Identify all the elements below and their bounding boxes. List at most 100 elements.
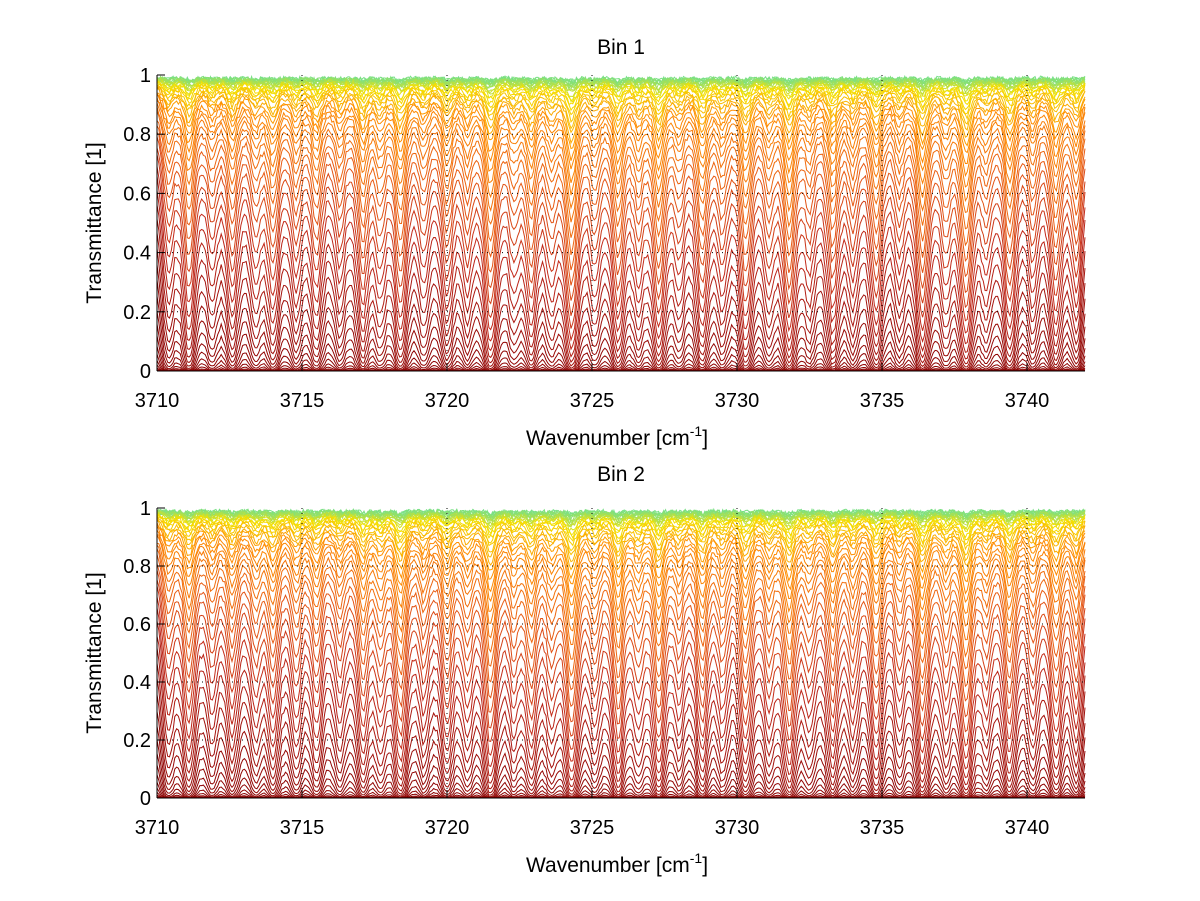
transmittance-curve (156, 579, 1086, 737)
transmittance-curve (156, 94, 1086, 161)
x-tick-label: 3715 (280, 817, 325, 839)
transmittance-curve (156, 519, 1086, 563)
subplot-bin-2: Bin 2 3710 3715 3720 3725 3730 3735 3740 00.20… (83, 463, 1086, 877)
transmittance-curve (156, 509, 1086, 523)
transmittance-curve (156, 620, 1086, 781)
x-tick-label: 3730 (715, 817, 760, 839)
transmittance-curve (156, 534, 1086, 620)
transmittance-curve (156, 585, 1086, 750)
transmittance-curve (156, 279, 1086, 372)
x-tick-label: 3710 (135, 817, 180, 839)
transmittance-curve (156, 534, 1086, 632)
x-tick-labels: 3710 3715 3720 3725 3730 3735 3740 (135, 390, 1050, 412)
transmittance-curve (156, 663, 1086, 795)
y-tick-labels: 0 0.2 0.4 0.6 0.8 1 (123, 498, 151, 810)
transmittance-curve (156, 248, 1086, 371)
transmittance-curve (156, 218, 1086, 367)
transmittance-curve (156, 544, 1086, 660)
transmittance-curve (156, 86, 1086, 145)
transmittance-curve (156, 563, 1086, 708)
y-tick-label: 0.2 (123, 730, 151, 752)
transmittance-curve (156, 264, 1086, 372)
transmittance-curve (156, 523, 1086, 585)
y-tick-label: 0 (140, 361, 151, 383)
transmittance-curve (156, 519, 1086, 571)
axes (156, 507, 1085, 799)
y-tick-label: 0.8 (123, 124, 151, 146)
transmittance-curve (156, 636, 1086, 788)
transmittance-curve (156, 514, 1086, 542)
transmittance-curve (156, 607, 1086, 772)
x-tick-label: 3715 (280, 390, 325, 412)
transmittance-curve (156, 136, 1086, 301)
transmittance-curve (156, 81, 1086, 106)
transmittance-curve (156, 110, 1086, 238)
grid (157, 508, 1085, 798)
transmittance-curve (156, 513, 1086, 533)
transmittance-curve (156, 516, 1086, 556)
x-axis-label: Wavenumber [cm-1] (526, 850, 708, 877)
transmittance-curve (156, 154, 1086, 329)
y-tick-label: 0.6 (123, 183, 151, 205)
x-tick-label: 3720 (425, 817, 470, 839)
transmittance-curve (156, 554, 1086, 691)
transmittance-curve (156, 190, 1086, 358)
transmittance-curve (156, 596, 1086, 762)
transmittance-curve (156, 80, 1086, 103)
transmittance-curve (156, 75, 1086, 86)
transmittance-curve (156, 647, 1086, 792)
transmittance-curve (156, 522, 1086, 580)
transmittance-curve (156, 125, 1086, 271)
transmittance-curve (156, 147, 1086, 316)
subplot-bin-1: Bin 1 3710 3715 3720 3725 3730 3735 3740 00.20… (83, 36, 1086, 450)
y-tick-label: 0.8 (123, 556, 151, 578)
x-tick-label: 3740 (1005, 390, 1050, 412)
y-axis-label: Transmittance [1] (83, 572, 106, 733)
y-tick-label: 0.4 (123, 672, 151, 694)
y-tick-label: 1 (140, 65, 151, 87)
axes (156, 74, 1085, 372)
x-tick-labels: 3710 3715 3720 3725 3730 3735 3740 (135, 817, 1050, 839)
transmittance-curve (156, 120, 1086, 256)
transmittance-curve (156, 711, 1086, 799)
y-tick-label: 0 (140, 788, 151, 810)
x-tick-label: 3735 (860, 817, 905, 839)
transmittance-curve (156, 525, 1086, 599)
transmittance-curve (156, 232, 1086, 369)
transmittance-curve (156, 512, 1086, 539)
x-tick-label: 3735 (860, 390, 905, 412)
transmittance-curve (156, 166, 1086, 342)
y-tick-label: 1 (140, 498, 151, 520)
transmittance-curve (156, 77, 1086, 98)
y-tick-labels: 0 0.2 0.4 0.6 0.8 1 (123, 65, 151, 383)
transmittance-curve (156, 85, 1086, 130)
plot-title: Bin 1 (597, 36, 645, 59)
y-axis-label: Transmittance [1] (83, 142, 106, 303)
transmittance-curve (156, 176, 1086, 351)
transmittance-curve (156, 97, 1086, 183)
transmittance-curve (156, 102, 1086, 210)
x-tick-label: 3740 (1005, 817, 1050, 839)
transmittance-curve (156, 548, 1086, 677)
transmittance-curve (156, 132, 1086, 286)
y-tick-label: 0.4 (123, 243, 151, 265)
x-tick-label: 3725 (570, 817, 615, 839)
transmittance-curve (156, 93, 1086, 170)
transmittance-curve (157, 543, 1086, 646)
x-axis-label: Wavenumber [cm-1] (526, 423, 708, 450)
y-tick-label: 0.6 (123, 614, 151, 636)
transmittance-curve (156, 85, 1086, 134)
x-tick-label: 3710 (135, 390, 180, 412)
series-group (156, 507, 1086, 799)
x-tick-label: 3725 (570, 390, 615, 412)
transmittance-curve (156, 678, 1086, 797)
series-group (156, 74, 1086, 372)
transmittance-curve (156, 570, 1086, 723)
y-tick-label: 0.2 (123, 302, 151, 324)
transmittance-curve (156, 92, 1086, 150)
transmittance-curve (156, 85, 1086, 124)
transmittance-curve (156, 106, 1086, 223)
x-tick-label: 3730 (715, 390, 760, 412)
transmittance-curve (156, 77, 1086, 95)
